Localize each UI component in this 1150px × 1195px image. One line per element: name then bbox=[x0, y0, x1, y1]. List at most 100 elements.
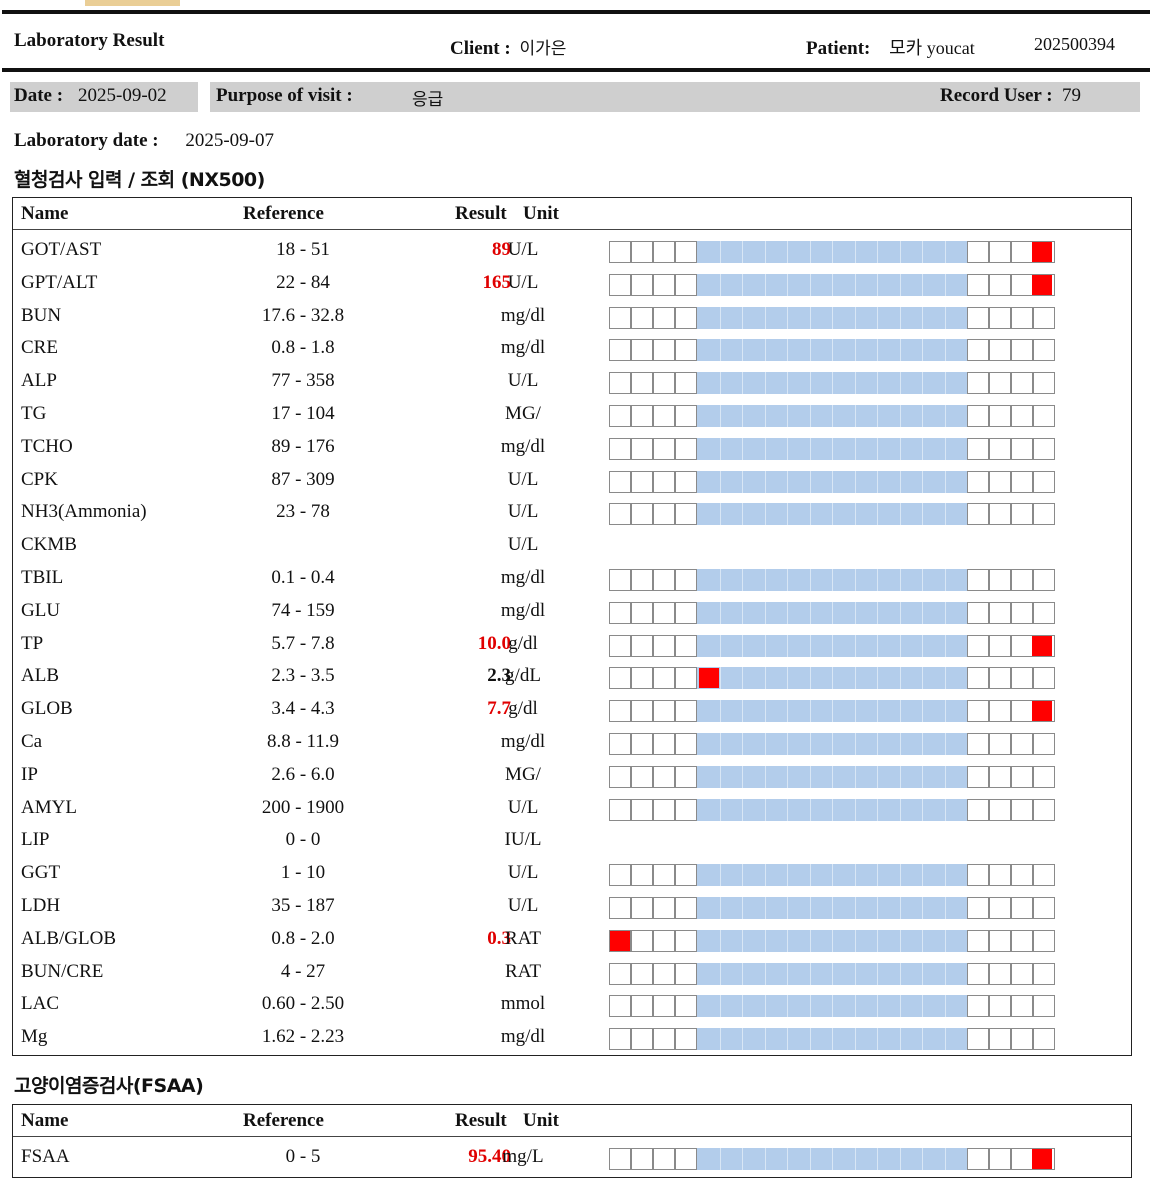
normal-range-band bbox=[697, 503, 967, 526]
range-cell bbox=[989, 405, 1011, 427]
test-name: Ca bbox=[21, 731, 43, 752]
range-cell bbox=[989, 667, 1011, 690]
range-indicator bbox=[609, 929, 1055, 952]
result-value: 2.3 bbox=[487, 665, 511, 687]
section-title-serum: 혈청검사 입력 / 조회 (NX500) bbox=[14, 169, 265, 191]
range-indicator bbox=[609, 765, 1055, 788]
range-cell bbox=[1033, 995, 1055, 1018]
reference-range: 23 - 78 bbox=[276, 501, 330, 523]
range-cell bbox=[675, 1148, 697, 1170]
range-cell bbox=[1011, 470, 1033, 493]
report-title: Laboratory Result bbox=[14, 30, 165, 51]
test-name: CKMB bbox=[21, 534, 77, 556]
range-cell bbox=[609, 864, 631, 887]
range-cell bbox=[675, 700, 697, 723]
range-cell bbox=[653, 601, 675, 624]
range-cell bbox=[631, 1148, 653, 1170]
range-cell bbox=[653, 733, 675, 755]
table-header: Name Reference Result Unit bbox=[13, 1105, 1131, 1137]
range-cell bbox=[989, 700, 1011, 723]
range-cell bbox=[631, 798, 653, 821]
range-cell bbox=[1033, 798, 1055, 821]
table-row: TBIL 0.1 - 0.4 mg/dl bbox=[13, 563, 1131, 596]
fsaa-results-table: Name Reference Result Unit FSAA 0 - 5 95.4… bbox=[12, 1104, 1132, 1178]
range-cell bbox=[1033, 667, 1055, 690]
normal-range-band bbox=[697, 273, 967, 296]
range-cell bbox=[653, 372, 675, 395]
range-cell bbox=[967, 700, 989, 723]
range-cell bbox=[631, 405, 653, 427]
date-label: Date : bbox=[14, 85, 64, 106]
range-cell bbox=[631, 241, 653, 263]
visit-date-bar: Date : 2025-09-02 bbox=[10, 82, 198, 112]
range-cell bbox=[1033, 405, 1055, 427]
range-cell bbox=[653, 273, 675, 296]
range-cell bbox=[1011, 569, 1033, 591]
test-name: Mg bbox=[21, 1026, 48, 1048]
normal-range-band bbox=[697, 241, 967, 263]
test-name: AMYL bbox=[21, 796, 77, 818]
table-row: GOT/AST 18 - 51 89 U/L bbox=[13, 235, 1131, 268]
test-name: LIP bbox=[21, 829, 50, 851]
range-cell bbox=[1033, 962, 1055, 985]
normal-range-band bbox=[697, 437, 967, 460]
range-cell bbox=[989, 601, 1011, 624]
range-cell bbox=[1033, 503, 1055, 526]
range-cell bbox=[675, 273, 697, 296]
range-cell bbox=[675, 569, 697, 591]
normal-range-band bbox=[697, 601, 967, 624]
unit: mg/dl bbox=[500, 435, 546, 457]
table-row: Ca 8.8 - 11.9 mg/dl bbox=[13, 727, 1131, 760]
table-row: CKMB U/L bbox=[13, 530, 1131, 563]
table-row: LDH 35 - 187 U/L bbox=[13, 891, 1131, 924]
range-cell bbox=[989, 995, 1011, 1018]
unit: RAT bbox=[505, 960, 541, 982]
range-cell bbox=[653, 569, 675, 591]
section-title-fsaa: 고양이염증검사(FSAA) bbox=[14, 1075, 204, 1097]
range-cell bbox=[1033, 1028, 1055, 1051]
range-cell bbox=[631, 601, 653, 624]
range-cell bbox=[609, 601, 631, 624]
test-name: CPK bbox=[21, 468, 58, 490]
col-unit: Unit bbox=[523, 203, 559, 224]
range-cell bbox=[609, 667, 631, 690]
reference-range: 0.8 - 2.0 bbox=[271, 927, 335, 949]
range-indicator bbox=[609, 864, 1055, 887]
reference-range: 0 - 0 bbox=[285, 829, 321, 851]
range-cell bbox=[675, 241, 697, 263]
test-name: GLOB bbox=[21, 698, 73, 720]
range-cell bbox=[675, 601, 697, 624]
result-marker bbox=[698, 668, 719, 689]
test-name: TP bbox=[21, 632, 44, 654]
range-cell bbox=[675, 306, 697, 329]
range-indicator bbox=[609, 733, 1055, 755]
unit: g/dl bbox=[508, 698, 538, 720]
range-cell bbox=[989, 897, 1011, 919]
unit: g/dL bbox=[505, 665, 541, 687]
range-indicator bbox=[609, 700, 1055, 723]
normal-range-band bbox=[697, 700, 967, 723]
unit: U/L bbox=[507, 239, 539, 260]
range-cell bbox=[631, 1028, 653, 1051]
table-row: ALP 77 - 358 U/L bbox=[13, 366, 1131, 399]
range-cell bbox=[989, 1148, 1011, 1170]
test-name: LAC bbox=[21, 993, 59, 1015]
patient-value: 모카 youcat bbox=[889, 38, 975, 58]
range-cell bbox=[989, 733, 1011, 755]
range-cell bbox=[1033, 306, 1055, 329]
unit: mg/dl bbox=[500, 599, 546, 621]
range-cell bbox=[675, 929, 697, 952]
range-cell bbox=[631, 897, 653, 919]
range-cell bbox=[1011, 405, 1033, 427]
unit: mg/dl bbox=[500, 337, 546, 359]
normal-range-band bbox=[697, 372, 967, 395]
range-indicator bbox=[609, 241, 1055, 263]
range-cell bbox=[609, 1028, 631, 1051]
range-indicator bbox=[609, 667, 1055, 690]
range-cell bbox=[1011, 1028, 1033, 1051]
col-reference: Reference bbox=[243, 1110, 324, 1131]
header-rule bbox=[2, 68, 1150, 72]
laboratory-date: Laboratory date : 2025-09-07 bbox=[14, 130, 274, 152]
range-cell bbox=[989, 569, 1011, 591]
reference-range: 17.6 - 32.8 bbox=[261, 304, 345, 326]
